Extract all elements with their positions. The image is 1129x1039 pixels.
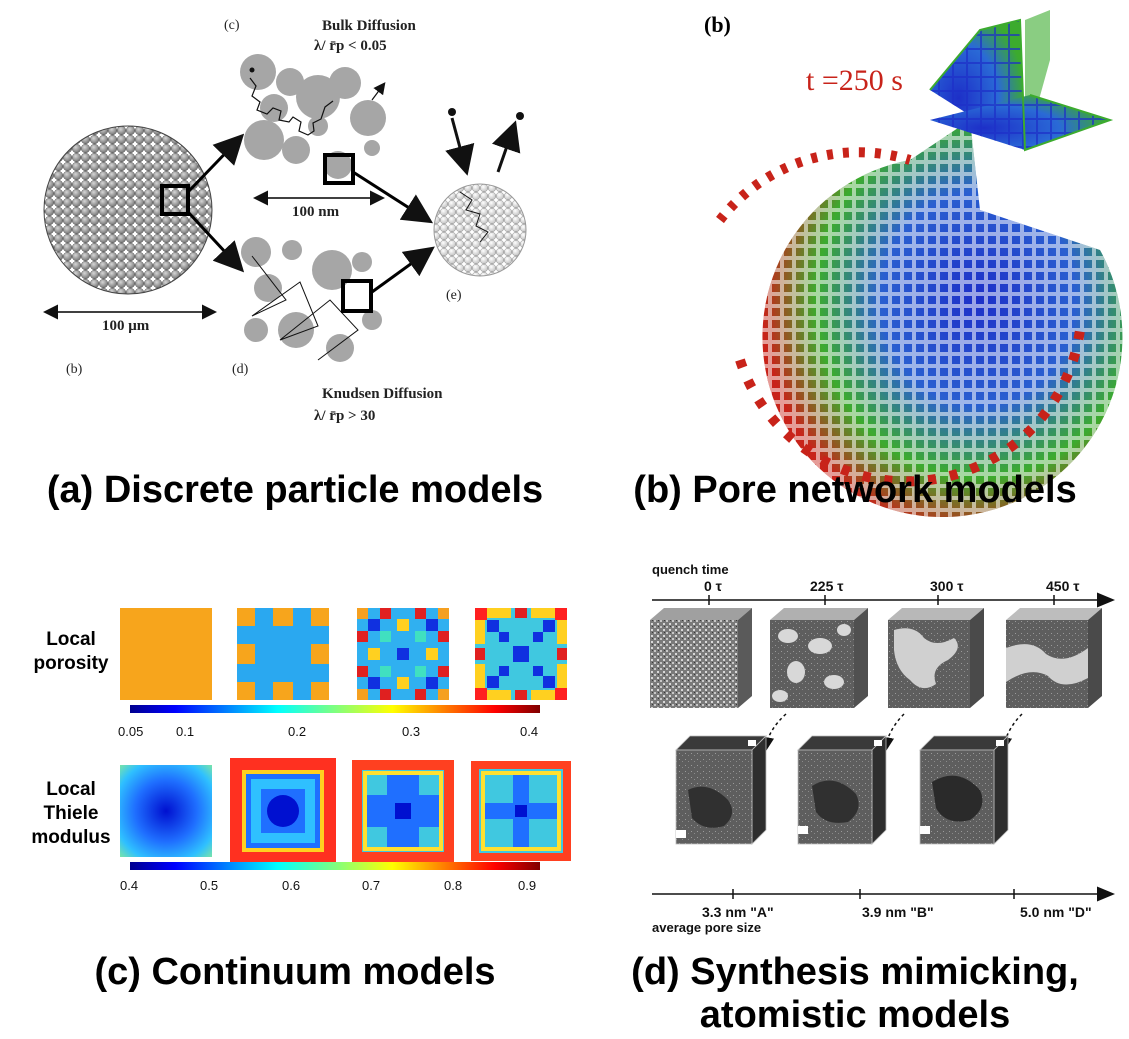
cb1-tick-3: 0.3 xyxy=(402,724,421,739)
row-label-thiele-line1: Local xyxy=(46,779,96,800)
knudsen-diffusion-title: Knudsen Diffusion xyxy=(322,386,443,402)
cb2-tick-1: 0.5 xyxy=(200,878,219,893)
label-d: (d) xyxy=(232,362,249,377)
porosity-map-3 xyxy=(357,608,449,700)
bulk-diffusion-title: Bulk Diffusion xyxy=(322,18,416,34)
pore-cube-a xyxy=(675,735,767,845)
label-b: (b) xyxy=(704,12,731,37)
label-c: (c) xyxy=(224,18,240,33)
row-label-thiele-line3: modulus xyxy=(31,827,111,848)
pore-size-a: 3.3 nm "A" xyxy=(702,904,774,920)
thiele-map-4 xyxy=(471,761,571,861)
scale-100nm: 100 nm xyxy=(292,204,340,220)
colorbar-thiele xyxy=(130,862,540,870)
cube-225 xyxy=(770,608,868,708)
row-label-porosity-line2: porosity xyxy=(33,653,109,674)
pore-cube-b xyxy=(797,735,887,845)
caption-d-line2: atomistic models xyxy=(699,994,1011,1036)
row-label-porosity: Local porosity xyxy=(24,628,118,676)
thiele-map-3 xyxy=(352,760,454,862)
continuum-maps xyxy=(120,608,571,870)
caption-b: (b) Pore network models xyxy=(633,469,1077,511)
time-300: 300 τ xyxy=(930,578,964,594)
thiele-map-2 xyxy=(230,758,336,864)
cb1-tick-1: 0.1 xyxy=(176,724,195,739)
knudsen-diffusion-condition: λ/ r̄p > 30 xyxy=(314,408,376,424)
panel-a-illustration xyxy=(43,54,527,362)
time-0: 0 τ xyxy=(704,578,722,594)
cb1-tick-2: 0.2 xyxy=(288,724,307,739)
row-label-thiele-line2: Thiele xyxy=(43,803,99,824)
pore-size-d: 5.0 nm "D" xyxy=(1020,904,1092,920)
porosity-map-4 xyxy=(475,608,567,700)
row-label-thiele: Local Thiele modulus xyxy=(24,778,118,850)
particle-sphere xyxy=(43,125,213,295)
cb2-tick-4: 0.8 xyxy=(444,878,463,893)
cb2-tick-0: 0.4 xyxy=(120,878,139,893)
cube-450 xyxy=(1006,608,1102,708)
cb2-tick-2: 0.6 xyxy=(282,878,301,893)
quench-time-label: quench time xyxy=(652,562,729,577)
label-e: (e) xyxy=(446,288,462,303)
caption-c: (c) Continuum models xyxy=(94,951,496,993)
cb2-tick-5: 0.9 xyxy=(518,878,537,893)
time-450: 450 τ xyxy=(1046,578,1080,594)
pore-network-illustration xyxy=(716,10,1123,518)
average-pore-size-label: average pore size xyxy=(652,920,762,935)
pore-size-b: 3.9 nm "B" xyxy=(862,904,934,920)
cube-0 xyxy=(650,608,752,708)
cb2-tick-3: 0.7 xyxy=(362,878,381,893)
row-label-porosity-line1: Local xyxy=(46,629,96,650)
cube-300 xyxy=(888,608,984,708)
time-225: 225 τ xyxy=(810,578,844,594)
scale-100um: 100 μm xyxy=(102,318,150,334)
cb1-tick-4: 0.4 xyxy=(520,724,539,739)
porosity-map-2 xyxy=(237,608,329,700)
label-b-small: (b) xyxy=(66,362,83,377)
cb1-tick-0: 0.05 xyxy=(118,724,144,739)
caption-a: (a) Discrete particle models xyxy=(46,469,544,511)
time-label: t =250 s xyxy=(806,64,903,97)
synthesis-illustration xyxy=(650,592,1115,902)
colorbar-porosity xyxy=(130,705,540,713)
bulk-diffusion-condition: λ/ r̄p < 0.05 xyxy=(314,38,387,54)
pore-cube-d xyxy=(919,735,1009,845)
caption-d-line1: (d) Synthesis mimicking, xyxy=(631,951,1079,993)
